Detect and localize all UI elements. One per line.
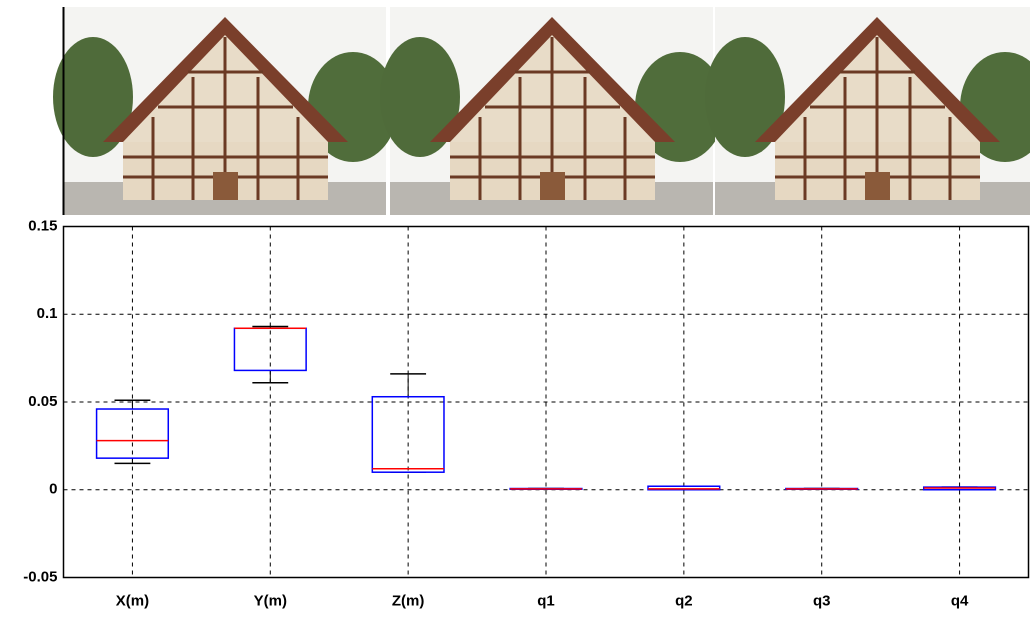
- photo-strip: [53, 7, 1030, 215]
- x-tick-label: q2: [675, 592, 693, 609]
- x-tick-label: X(m): [116, 592, 149, 609]
- y-tick-label: 0.05: [28, 393, 57, 410]
- x-tick-label: Z(m): [392, 592, 425, 609]
- chart: -0.05 0 0.05 0.1 0.15 X(m) Y(m) Z(m) q1 q2 q3 q4: [0, 0, 1030, 617]
- y-tick-label: 0.1: [37, 305, 58, 322]
- x-tick-label: q3: [813, 592, 831, 609]
- x-tick-label: Y(m): [254, 592, 287, 609]
- x-tick-label: q1: [537, 592, 555, 609]
- y-tick-label: -0.05: [23, 568, 57, 585]
- y-tick-label: 0.15: [28, 217, 57, 234]
- x-tick-label: q4: [951, 592, 969, 609]
- y-tick-label: 0: [49, 481, 57, 498]
